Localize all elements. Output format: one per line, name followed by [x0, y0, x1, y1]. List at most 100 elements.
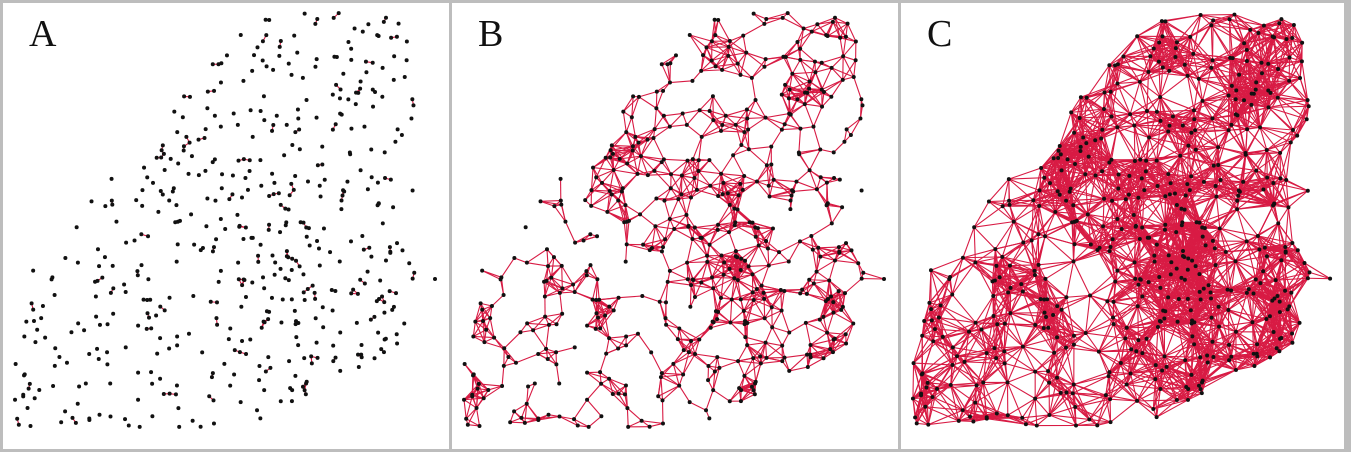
edge	[686, 238, 694, 263]
edge	[810, 344, 824, 359]
edge	[572, 274, 588, 286]
node	[839, 307, 844, 312]
node	[623, 383, 628, 388]
edge	[664, 193, 682, 202]
edge	[692, 261, 708, 280]
node	[292, 33, 297, 38]
node	[506, 355, 511, 360]
edge	[1031, 205, 1040, 241]
edge	[561, 265, 563, 289]
node	[49, 277, 54, 282]
edge	[760, 360, 783, 364]
edge	[820, 256, 836, 261]
node	[832, 15, 837, 20]
node	[549, 275, 554, 280]
edge	[840, 309, 854, 324]
node	[210, 160, 215, 165]
node	[395, 241, 400, 246]
node	[339, 198, 344, 203]
edge-group	[16, 12, 415, 425]
node	[675, 337, 680, 342]
node	[758, 354, 763, 359]
node	[814, 269, 819, 274]
node	[697, 337, 702, 342]
node	[337, 259, 342, 264]
node	[739, 256, 744, 261]
node	[266, 355, 271, 360]
node	[402, 321, 407, 326]
node	[248, 337, 253, 342]
edge	[1156, 399, 1178, 418]
edge	[625, 333, 639, 337]
edge	[1133, 125, 1136, 162]
edge	[799, 240, 814, 251]
node	[858, 116, 863, 121]
edge	[1189, 36, 1213, 61]
edge	[798, 128, 802, 153]
node	[845, 21, 850, 26]
edge	[746, 99, 756, 110]
node	[842, 139, 847, 144]
edge	[766, 357, 783, 362]
edge	[692, 136, 703, 160]
node	[843, 34, 848, 39]
node	[687, 32, 692, 37]
node	[205, 106, 210, 111]
node	[671, 361, 676, 366]
node	[301, 290, 306, 295]
edge	[613, 158, 621, 171]
node	[338, 368, 343, 373]
node	[341, 71, 346, 76]
node	[243, 295, 248, 300]
edge	[640, 155, 662, 163]
edge	[796, 28, 805, 43]
edge	[810, 235, 814, 250]
node	[144, 326, 149, 331]
node	[174, 259, 179, 264]
edge	[654, 225, 666, 240]
node	[367, 245, 372, 250]
node	[607, 304, 612, 309]
edge	[757, 228, 760, 246]
edge	[669, 124, 687, 128]
edge	[1299, 77, 1309, 101]
edge	[1106, 301, 1115, 325]
node	[844, 241, 849, 246]
edge	[667, 281, 692, 286]
node	[512, 409, 517, 414]
edge	[546, 265, 563, 282]
edge	[772, 326, 790, 334]
node	[314, 57, 319, 62]
node	[31, 319, 36, 324]
node	[735, 207, 740, 212]
edge	[1152, 370, 1163, 410]
node	[238, 32, 243, 37]
edge	[625, 244, 628, 262]
node	[596, 315, 601, 320]
node	[309, 361, 314, 366]
node	[111, 311, 116, 316]
edge	[592, 157, 607, 169]
node	[605, 209, 610, 214]
edge	[546, 280, 561, 294]
node	[212, 113, 217, 118]
edge	[624, 394, 628, 409]
edge	[685, 214, 696, 228]
edge	[1065, 347, 1075, 385]
edge	[732, 154, 745, 177]
edge	[742, 175, 745, 190]
node	[744, 107, 749, 112]
node	[237, 223, 242, 228]
edge	[1189, 189, 1217, 198]
edge	[649, 249, 662, 252]
edge	[773, 179, 797, 183]
edge	[665, 324, 680, 329]
node	[667, 80, 672, 85]
edge	[723, 175, 745, 184]
node	[304, 97, 309, 102]
node	[110, 202, 115, 207]
node	[557, 381, 562, 386]
edge	[586, 325, 601, 329]
node	[160, 192, 165, 197]
node	[803, 90, 808, 95]
